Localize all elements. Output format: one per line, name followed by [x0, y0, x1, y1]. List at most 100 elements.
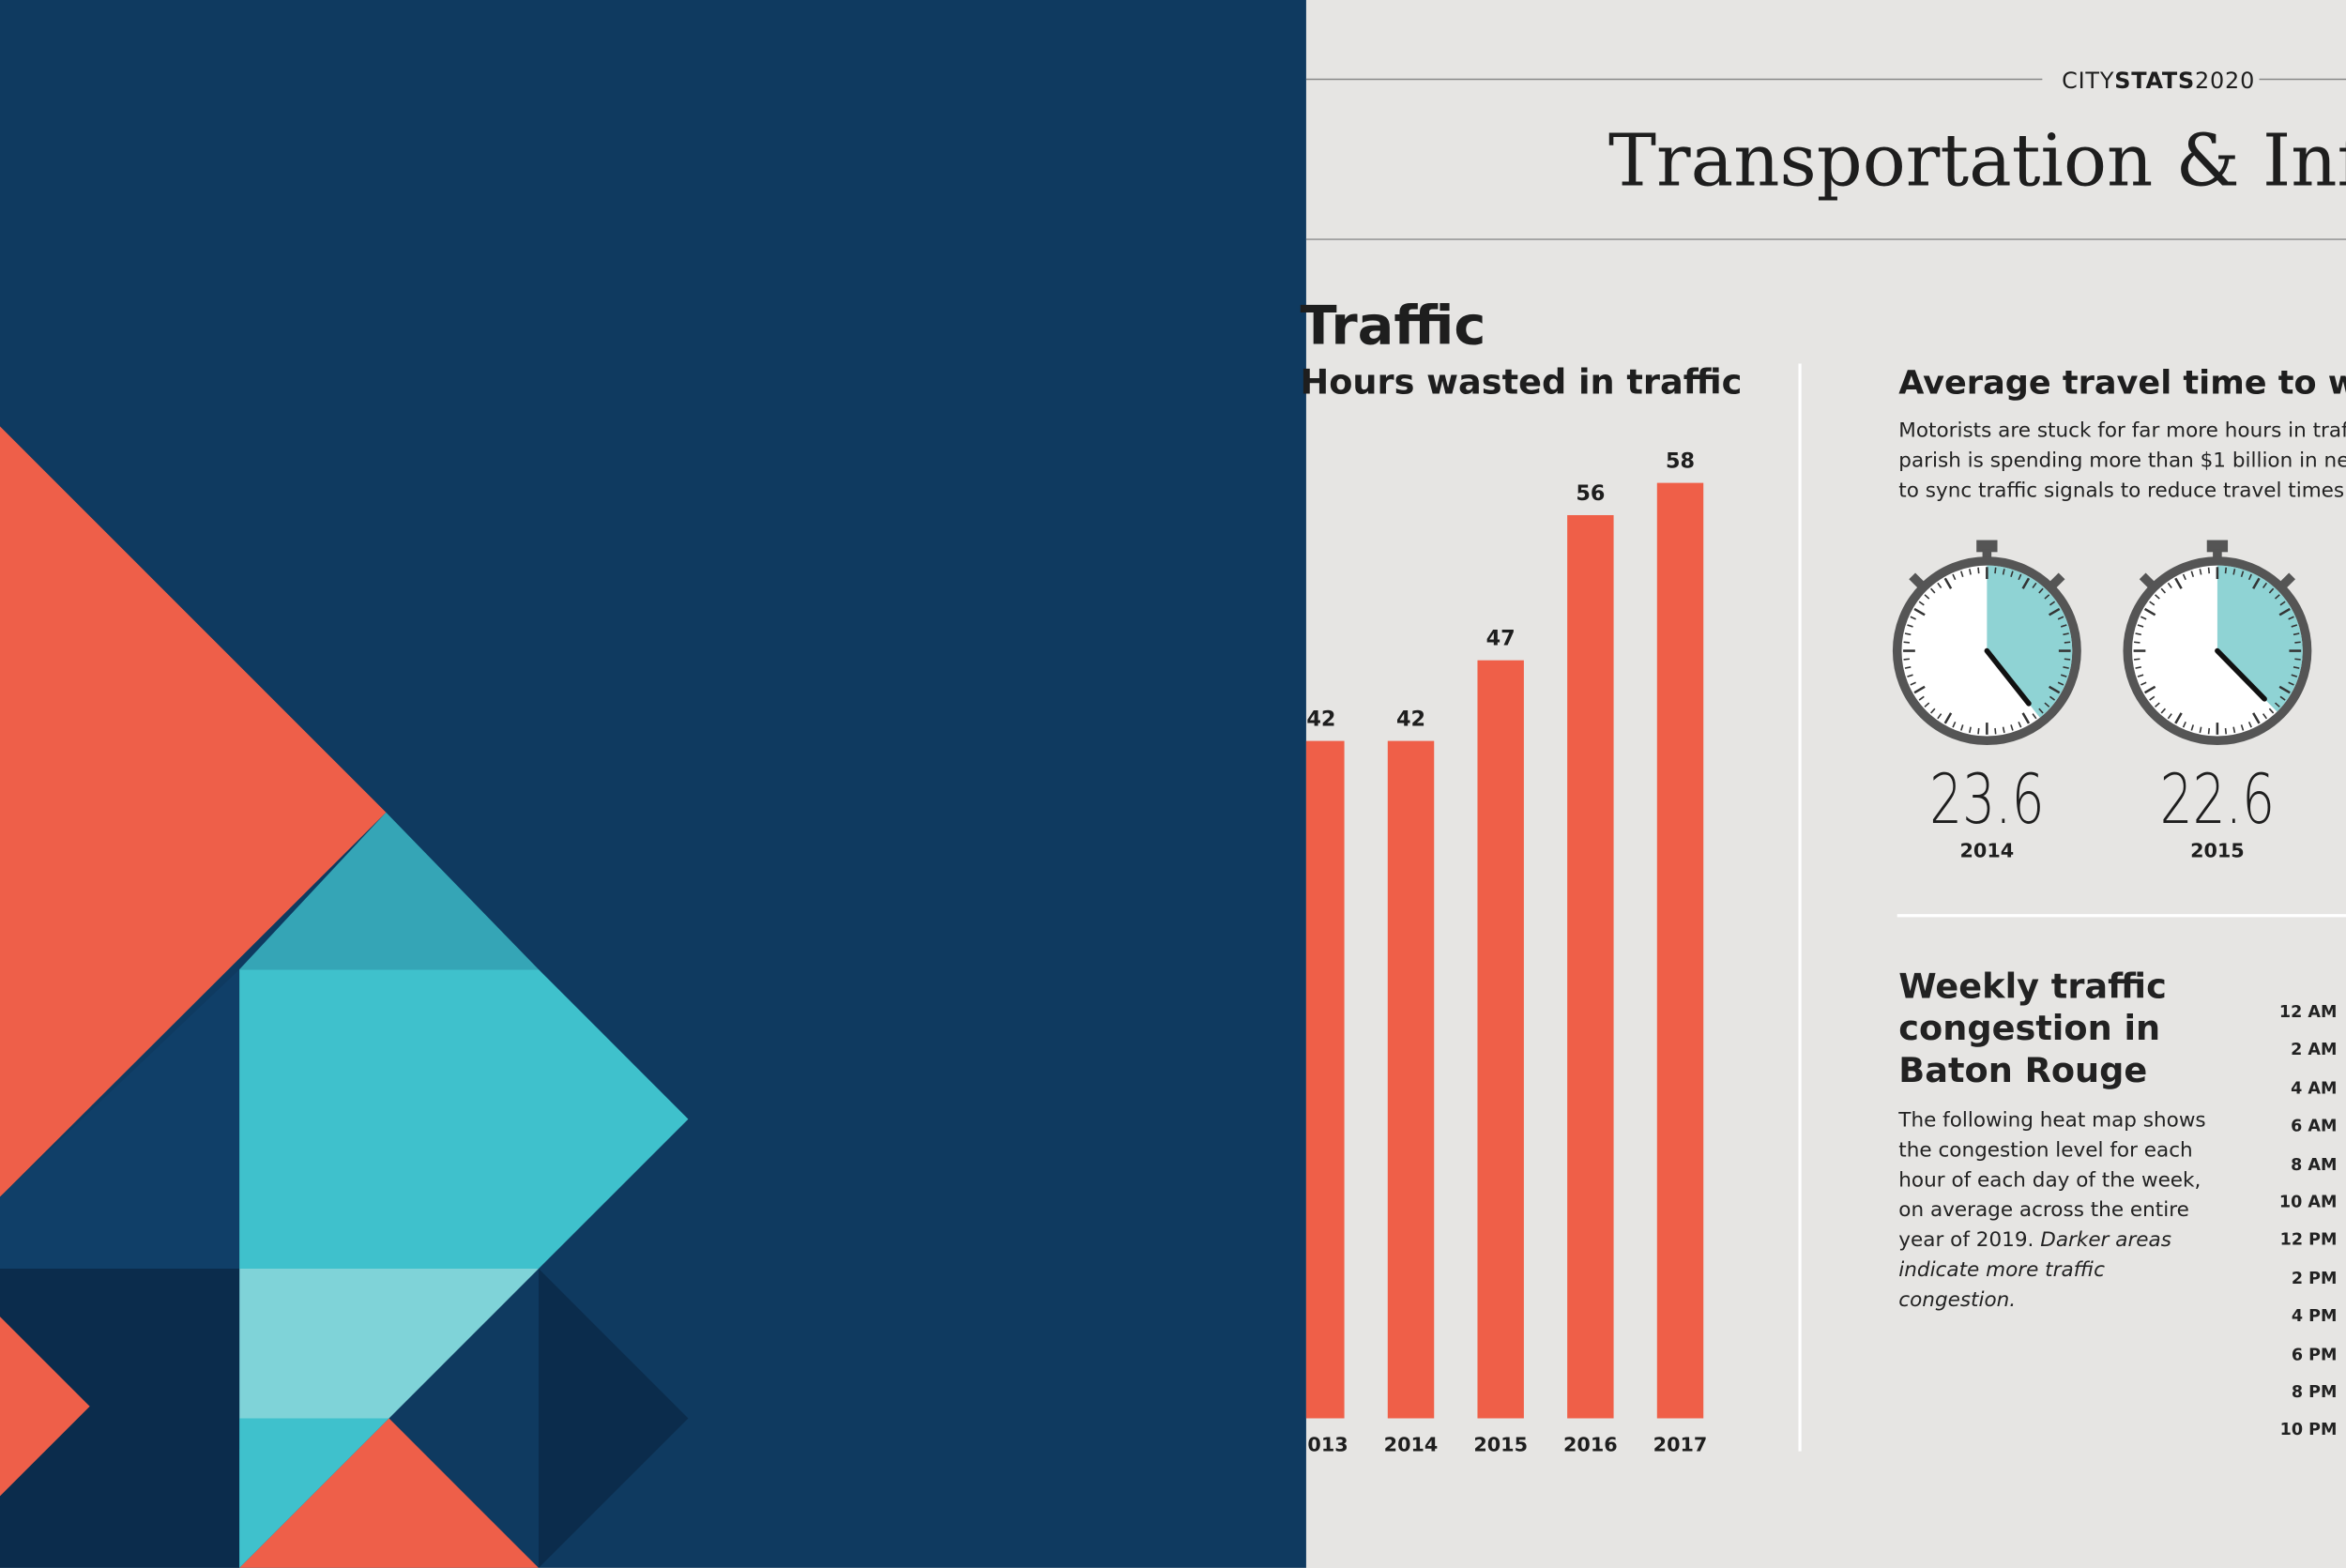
dial-tick — [2240, 724, 2245, 731]
dial-tick — [2032, 713, 2037, 720]
dial-tick — [2140, 681, 2147, 686]
dial-tick — [1903, 658, 1910, 661]
dial-tick — [2140, 616, 2147, 620]
dial-tick — [2149, 601, 2156, 606]
dial-tick — [2268, 587, 2275, 594]
category-label: 2015 — [2190, 840, 2245, 862]
knob — [2279, 572, 2296, 588]
dial-tick — [2049, 685, 2061, 694]
time-wedge — [2217, 565, 2303, 712]
hand — [1984, 647, 2032, 707]
dial-tick — [2247, 573, 2252, 581]
dial-tick — [2268, 708, 2275, 714]
dial-tick — [2002, 569, 2005, 575]
dial-tick — [2002, 726, 2005, 734]
x-tick-label: 2015 — [1473, 1434, 1528, 1456]
dial-tick — [2167, 713, 2172, 720]
dial-tick — [2038, 708, 2044, 714]
description: Motorists are stuck for far more hours i… — [1898, 416, 2346, 506]
dial-tick — [2294, 641, 2301, 644]
description-line: to sync traffic signals to reduce travel… — [1898, 479, 2346, 503]
dial-tick — [2293, 666, 2300, 669]
chart-title: Hours wasted in traffic — [1301, 361, 1743, 402]
dial-tick — [1903, 641, 1910, 644]
weekly-note: Darker areas indicate more traffic conge… — [1898, 1228, 2171, 1313]
dial-tick — [1977, 727, 1980, 735]
dial-tick — [2190, 571, 2195, 577]
dial-tick — [2049, 695, 2056, 701]
dial-tick — [1918, 695, 1925, 701]
hour-label: 12 PM — [2279, 1230, 2338, 1251]
value-label: 47 — [1486, 627, 1516, 651]
bar — [1387, 740, 1435, 1419]
weekly-text: The following heat map shows the congest… — [1898, 1105, 2216, 1315]
dial-tick — [1907, 674, 1913, 677]
knob — [1909, 572, 1925, 588]
weekly-title-line: Baton Rouge — [1898, 1051, 2148, 1091]
dial-tick — [1943, 712, 1953, 724]
dial-tick — [2167, 582, 2172, 588]
dial-tick — [2057, 616, 2064, 620]
dial-tick — [1904, 666, 1912, 669]
dial-tick — [2143, 685, 2156, 694]
crown-stem — [2213, 549, 2222, 561]
dial-tick — [2134, 658, 2140, 661]
dial-tick — [1904, 632, 1912, 636]
dial-tick — [2135, 666, 2141, 669]
bar — [1567, 514, 1614, 1419]
hour-label: 8 AM — [2291, 1154, 2338, 1175]
dial-tick — [1977, 567, 1980, 574]
section-title: Traffic — [1301, 295, 1486, 358]
dial-tick — [2060, 674, 2067, 677]
dial-tick — [2279, 601, 2286, 606]
description-line: Motorists are stuck for far more hours i… — [1898, 419, 2346, 443]
dial-tick — [2063, 666, 2069, 669]
weekly-body: The following heat map shows the congest… — [1898, 1108, 2206, 1253]
category-label: 2014 — [1960, 840, 2015, 862]
brand: CITYSTATS2020 — [2062, 68, 2255, 94]
dial-tick — [1924, 702, 1930, 708]
page-title: Transportation & Infra — [1608, 120, 2346, 204]
hour-label: 8 PM — [2291, 1382, 2338, 1403]
dial-tick — [2240, 571, 2245, 577]
dial-tick — [2207, 567, 2211, 574]
chart-title: Average travel time to wo — [1898, 363, 2346, 402]
value-label: 56 — [1576, 481, 1605, 506]
hour-label: 4 AM — [2291, 1078, 2338, 1098]
knob — [2049, 572, 2065, 588]
dial-tick — [2252, 712, 2261, 724]
dial-tick — [2010, 724, 2014, 731]
dial-tick — [2288, 616, 2294, 620]
dial-tick — [2137, 624, 2144, 628]
dial-tick — [1969, 726, 1972, 734]
hour-label: 2 PM — [2291, 1268, 2338, 1288]
dial-tick — [1952, 573, 1957, 581]
dial-tick — [1937, 582, 1942, 588]
dial-tick — [2060, 624, 2067, 628]
value-label: 42 — [1396, 708, 1425, 732]
dial-tick — [1918, 601, 1925, 606]
dial-tick — [2232, 569, 2236, 575]
hour-label: 6 AM — [2291, 1116, 2338, 1136]
dial-tick — [2262, 582, 2268, 588]
dial-tick — [2291, 624, 2298, 628]
dial-tick — [2262, 713, 2268, 720]
dial-tick — [2049, 601, 2056, 606]
dial-tick — [2155, 702, 2160, 708]
dial-tick — [2018, 573, 2022, 581]
weekly-title-line: congestion in — [1898, 1010, 2161, 1049]
dial-tick — [1910, 616, 1916, 620]
dial-tick — [2199, 569, 2202, 575]
x-tick-label: 2017 — [1653, 1434, 1708, 1456]
dial-tick — [2278, 607, 2291, 617]
dial-tick — [1994, 567, 1997, 574]
dial-tick — [2190, 724, 2195, 731]
weekly-title: Weekly traffic congestion in Baton Rouge — [1898, 967, 2167, 1092]
dial-tick — [2044, 594, 2050, 600]
dial-tick — [2199, 726, 2202, 734]
dial-tick — [2224, 727, 2228, 735]
description-line: parish is spending more than $1 billion … — [1898, 449, 2346, 473]
x-tick-label: 2013 — [1294, 1434, 1348, 1456]
